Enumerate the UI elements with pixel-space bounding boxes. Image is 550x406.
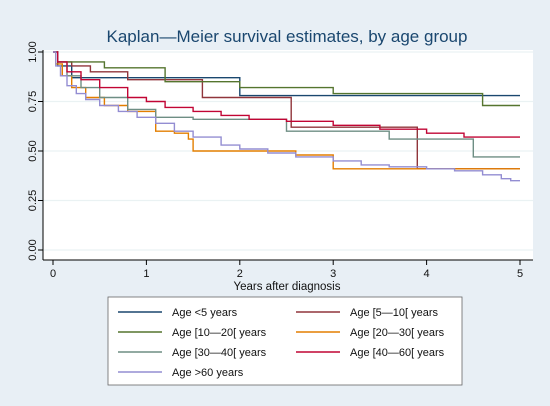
legend-entry: Age [5—10[ years xyxy=(350,307,439,319)
survival-curves xyxy=(53,51,520,182)
legend-entry: Age [20—30[ years xyxy=(350,327,445,339)
legend-entry: Age <5 years xyxy=(172,307,238,319)
x-tick-label: 0 xyxy=(50,268,56,280)
chart-title: Kaplan—Meier survival estimates, by age … xyxy=(107,27,468,46)
y-tick-label: 0.25 xyxy=(27,190,39,211)
y-tick-label: 1.00 xyxy=(27,41,39,62)
x-axis-title: Years after diagnosis xyxy=(234,281,341,293)
legend: Age <5 years Age [5—10[ years Age [10—20[ … xyxy=(107,296,463,386)
legend-entry: Age [10—20[ years xyxy=(172,327,267,339)
legend-box xyxy=(107,296,463,386)
y-tick-label: 0.00 xyxy=(27,239,39,260)
x-tick-label: 3 xyxy=(330,268,336,280)
y-tick-label: 0.50 xyxy=(27,140,39,161)
x-tick-label: 5 xyxy=(517,268,523,280)
x-tick-label: 1 xyxy=(143,268,149,280)
y-tick-label: 0.75 xyxy=(27,91,39,112)
x-tick-label: 4 xyxy=(424,268,430,280)
x-axis-ticks: 0 1 2 3 4 5 xyxy=(50,260,523,280)
survival-curve xyxy=(53,51,520,182)
legend-entry: Age [40—60[ years xyxy=(350,347,445,359)
plot-area xyxy=(43,50,533,260)
survival-curve xyxy=(53,51,520,138)
legend-entry: Age >60 years xyxy=(172,367,244,379)
axes xyxy=(42,50,533,261)
x-tick-label: 2 xyxy=(237,268,243,280)
legend-entry: Age [30—40[ years xyxy=(172,347,267,359)
y-axis-ticks: 0.00 0.25 0.50 0.75 1.00 xyxy=(27,41,43,261)
